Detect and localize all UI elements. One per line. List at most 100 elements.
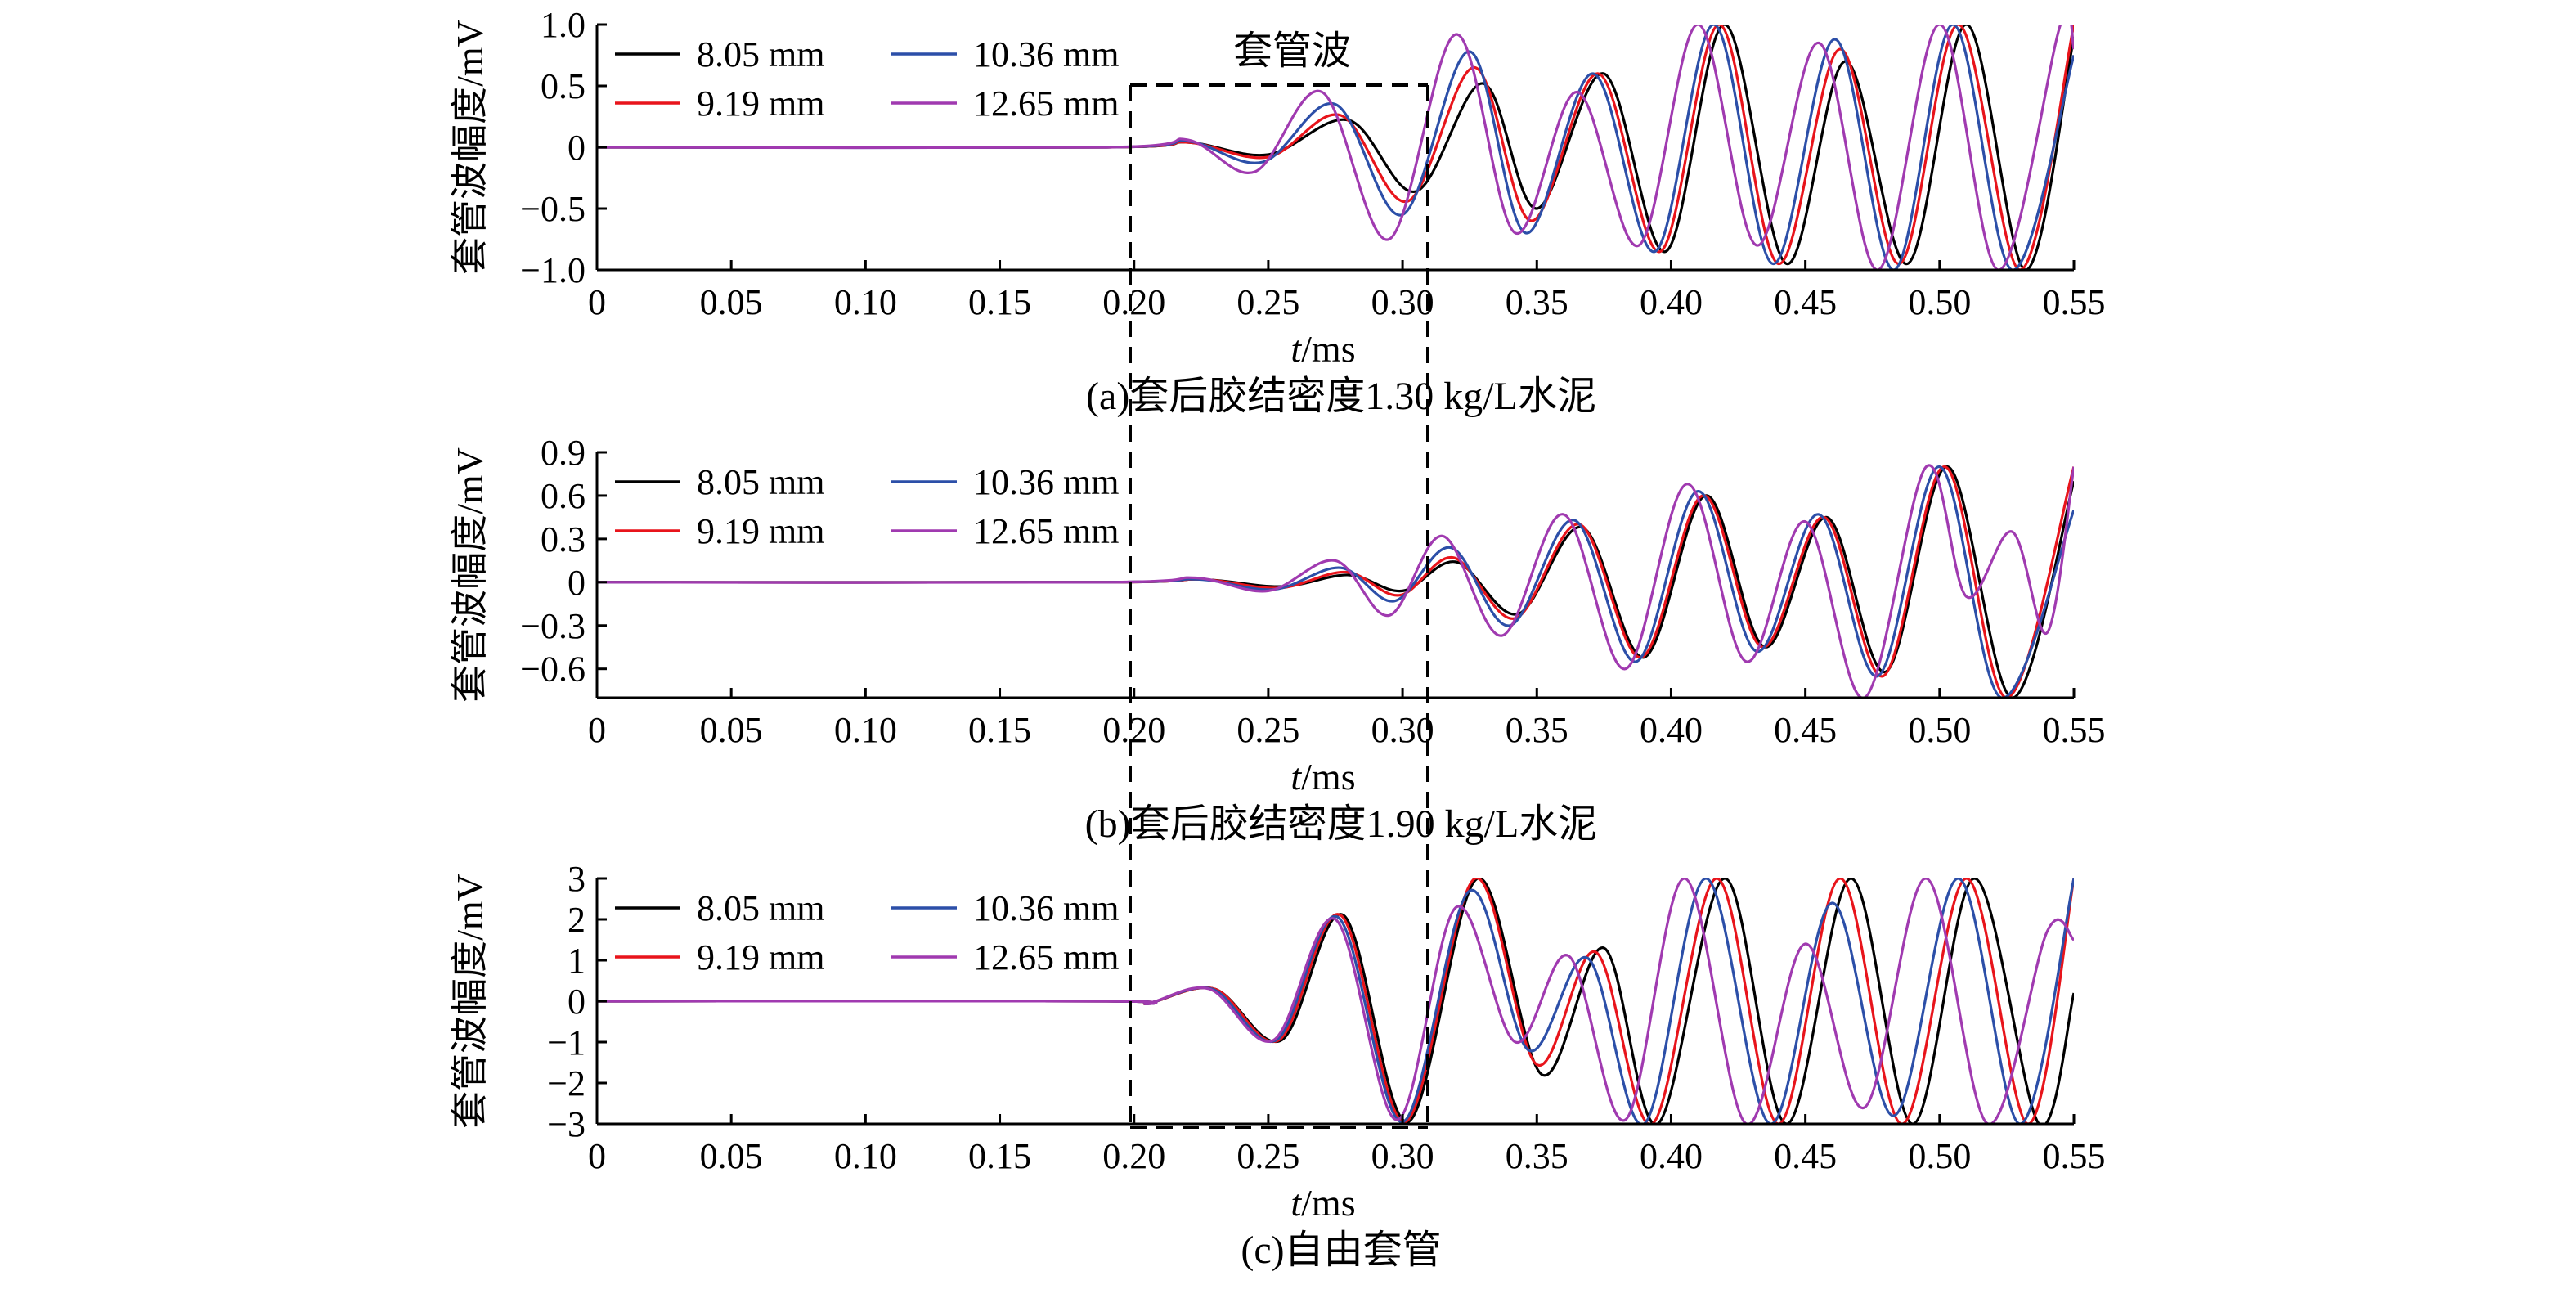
subplot-b: 0.90.60.30−0.3−0.60 0.05 0.10 0.15 0.20 0.25 0… — [449, 433, 2106, 846]
legend-label: 10.36 mm — [973, 34, 1119, 74]
x-axis-label-unit: /ms — [1301, 328, 1355, 370]
series-line-12-65-mm — [597, 464, 2074, 698]
x-tick-label: 0.20 — [1102, 282, 1165, 322]
x-tick-label: 0.35 — [1506, 1136, 1568, 1176]
x-tick-label: 0.20 — [1102, 710, 1165, 750]
x-tick-label: 0.15 — [968, 282, 1031, 322]
y-tick-label: −0.3 — [520, 606, 586, 646]
x-tick-label: 0 — [588, 1136, 606, 1176]
x-tick-label: 0.05 — [700, 710, 763, 750]
x-tick-label: 0.40 — [1640, 1136, 1703, 1176]
y-tick-label: 0.6 — [541, 476, 586, 516]
y-tick-label: −0.5 — [520, 189, 586, 229]
subplot-caption: (a)套后胶结密度1.30 kg/L水泥 — [1086, 375, 1596, 418]
x-axis-label-symbol: t — [1290, 1182, 1302, 1224]
x-tick-label: 0.30 — [1371, 282, 1434, 322]
legend: 8.05 mm 9.19 mm 10.36 mm 12.65 mm — [615, 888, 1119, 977]
series-group — [597, 25, 2074, 270]
legend-label: 10.36 mm — [973, 888, 1119, 928]
series-line-10-36-mm — [597, 25, 2074, 270]
legend-item: 9.19 mm — [615, 83, 824, 124]
legend-item: 8.05 mm — [615, 888, 824, 928]
x-tick-label: 0.35 — [1506, 710, 1568, 750]
x-tick-label: 0.50 — [1908, 710, 1971, 750]
y-axis-label: 套管波幅度/mV — [449, 447, 491, 703]
series-line-9-19-mm — [597, 25, 2074, 270]
x-axis-label: t/ms — [1290, 756, 1355, 798]
casing-wave-region: 套管波 — [1129, 29, 1429, 1129]
x-axis-label: t/ms — [1290, 328, 1355, 370]
x-tick-label: 0.25 — [1236, 1136, 1299, 1176]
x-tick-label: 0.40 — [1640, 282, 1703, 322]
subplot-a: 1.00.50−0.5−1.00 0.05 0.10 0.15 0.20 0.25 0.30… — [449, 5, 2106, 418]
legend: 8.05 mm 9.19 mm 10.36 mm 12.65 mm — [615, 462, 1119, 551]
x-tick-label: 0.50 — [1908, 282, 1971, 322]
x-tick-label: 0.05 — [700, 282, 763, 322]
legend-label: 9.19 mm — [697, 511, 824, 551]
y-tick-label: −0.6 — [520, 649, 586, 690]
y-tick-label: −1.0 — [520, 250, 586, 290]
x-tick-label: 0.40 — [1640, 710, 1703, 750]
legend-item: 12.65 mm — [891, 83, 1119, 124]
x-axis-label-unit: /ms — [1301, 756, 1355, 798]
series-line-12-65-mm — [597, 25, 2074, 270]
legend-item: 10.36 mm — [891, 462, 1119, 502]
subplot-caption: (c)自由套管 — [1241, 1229, 1441, 1272]
x-tick-label: 0.55 — [2043, 282, 2106, 322]
y-tick-label: 0.3 — [541, 519, 586, 559]
x-axis-label-symbol: t — [1290, 756, 1302, 798]
x-tick-label: 0.30 — [1371, 1136, 1434, 1176]
y-tick-label: 2 — [568, 900, 586, 940]
subplot-caption: (b)套后胶结密度1.90 kg/L水泥 — [1085, 802, 1598, 846]
x-axis-label-unit: /ms — [1301, 1182, 1355, 1224]
legend-label: 8.05 mm — [697, 462, 824, 502]
x-tick-label: 0.45 — [1774, 1136, 1837, 1176]
y-tick-label: 3 — [568, 859, 586, 899]
x-tick-label: 0.15 — [968, 1136, 1031, 1176]
y-tick-label: −1 — [547, 1022, 586, 1063]
legend-label: 8.05 mm — [697, 888, 824, 928]
x-tick-label: 0.05 — [700, 1136, 763, 1176]
y-axis-label: 套管波幅度/mV — [449, 20, 491, 275]
legend-label: 9.19 mm — [697, 83, 824, 124]
legend-item: 9.19 mm — [615, 511, 824, 551]
y-tick-label: 0 — [568, 982, 586, 1022]
x-tick-label: 0.30 — [1371, 710, 1434, 750]
legend-label: 8.05 mm — [697, 34, 824, 74]
legend-label: 12.65 mm — [973, 511, 1119, 551]
y-tick-label: −3 — [547, 1104, 586, 1144]
x-tick-label: 0.45 — [1774, 710, 1837, 750]
legend-label: 12.65 mm — [973, 83, 1119, 124]
y-tick-label: 0 — [568, 128, 586, 168]
legend-label: 12.65 mm — [973, 937, 1119, 977]
legend-item: 8.05 mm — [615, 34, 824, 74]
legend-item: 12.65 mm — [891, 937, 1119, 977]
x-tick-label: 0.55 — [2043, 710, 2106, 750]
legend-item: 8.05 mm — [615, 462, 824, 502]
x-tick-label: 0.50 — [1908, 1136, 1971, 1176]
legend: 8.05 mm 9.19 mm 10.36 mm 12.65 mm — [615, 34, 1119, 124]
y-tick-label: 0.9 — [541, 433, 586, 473]
legend-item: 10.36 mm — [891, 34, 1119, 74]
legend-item: 12.65 mm — [891, 511, 1119, 551]
x-tick-label: 0.10 — [834, 1136, 897, 1176]
x-tick-label: 0.15 — [968, 710, 1031, 750]
legend-label: 9.19 mm — [697, 937, 824, 977]
x-tick-label: 0.20 — [1102, 1136, 1165, 1176]
x-tick-label: 0 — [588, 282, 606, 322]
series-group — [597, 878, 2074, 1124]
legend-item: 9.19 mm — [615, 937, 824, 977]
x-tick-label: 0 — [588, 710, 606, 750]
y-tick-label: 0 — [568, 563, 586, 603]
legend-label: 10.36 mm — [973, 462, 1119, 502]
x-tick-label: 0.55 — [2043, 1136, 2106, 1176]
y-tick-label: 1.0 — [541, 5, 586, 45]
x-tick-label: 0.25 — [1236, 282, 1299, 322]
x-axis-label-symbol: t — [1290, 328, 1302, 370]
x-tick-label: 0.35 — [1506, 282, 1568, 322]
series-line-12-65-mm — [597, 878, 2074, 1124]
y-tick-label: −2 — [547, 1063, 586, 1103]
x-tick-label: 0.10 — [834, 710, 897, 750]
